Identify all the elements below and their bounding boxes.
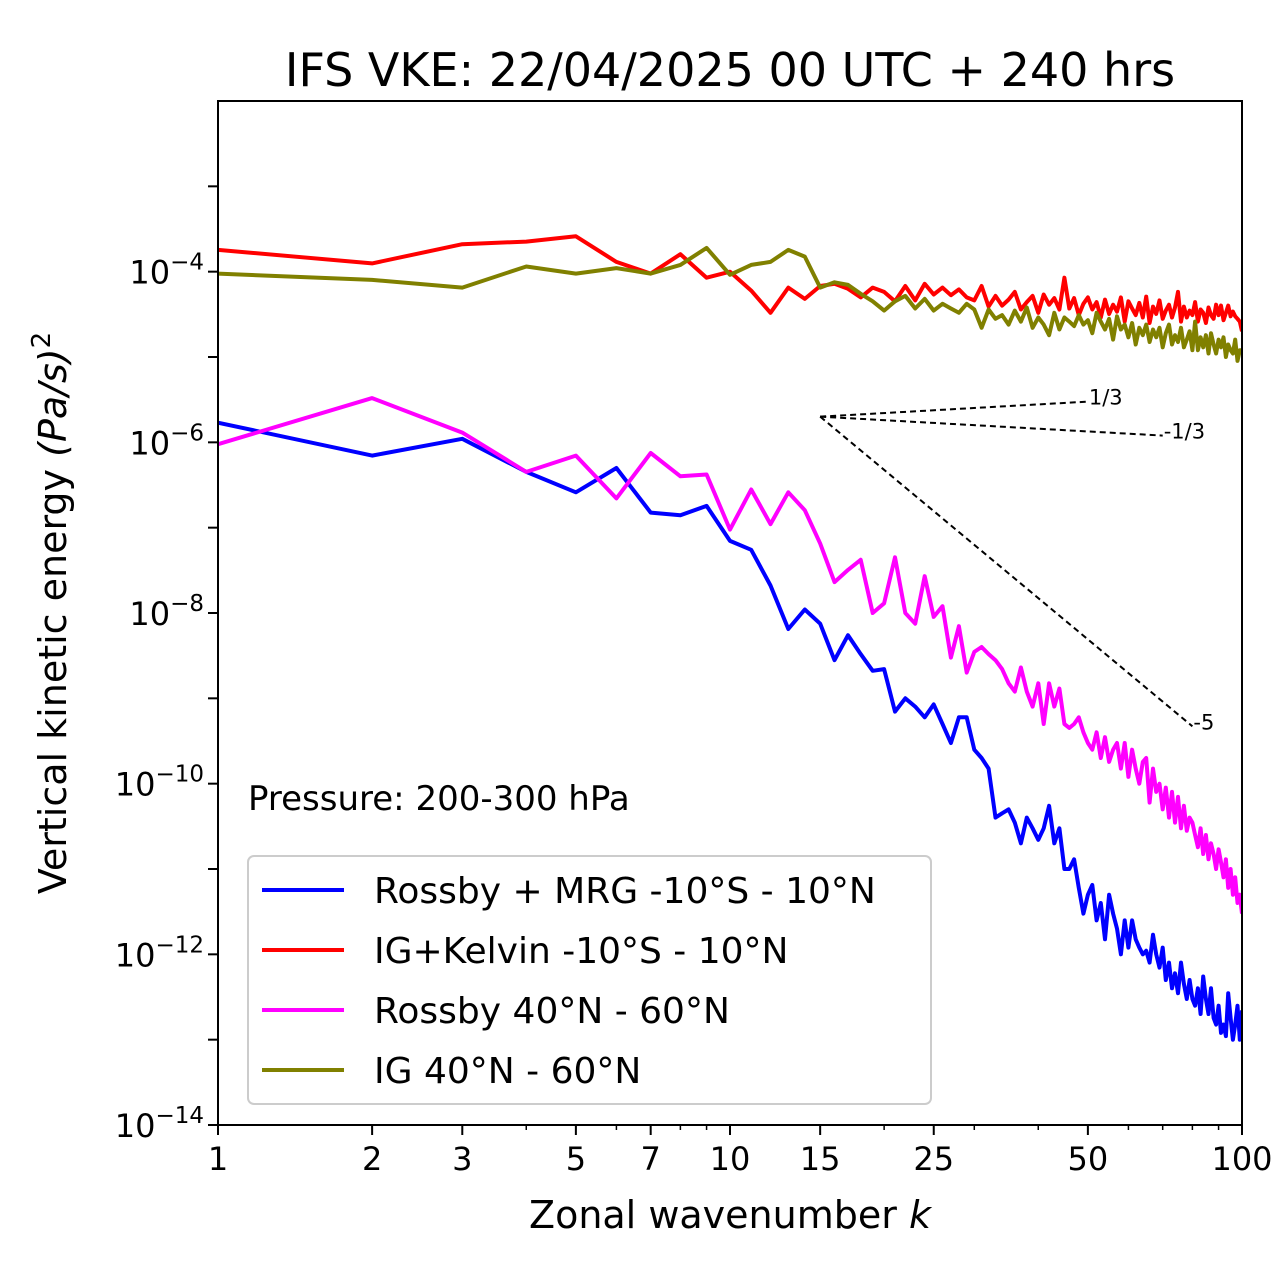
slope-labels: 1/3 -1/3 -5 — [1089, 386, 1214, 735]
reference-slope-line — [820, 415, 1163, 437]
y-tick-base: 10 — [115, 766, 156, 804]
x-axis-label-var: k — [909, 1193, 933, 1237]
y-tick-label: 10−10 — [115, 762, 204, 804]
reference-slope-label: 1/3 — [1089, 386, 1123, 410]
x-axis-label: Zonal wavenumber k — [529, 1193, 933, 1237]
y-tick-power: −8 — [170, 591, 204, 617]
series-group — [218, 234, 1242, 1042]
x-axis-label-text: Zonal wavenumber — [529, 1193, 897, 1237]
series-line-2 — [218, 396, 1242, 914]
x-axis-ticks: 1 2 3 5 7 10 15 25 50 100 — [208, 1125, 1273, 1178]
legend: Rossby + MRG -10°S - 10°N IG+Kelvin -10°S… — [247, 855, 932, 1105]
pressure-annotation: Pressure: 200-300 hPa — [248, 779, 630, 819]
reference-slopes — [819, 400, 1194, 728]
series-line-1 — [218, 234, 1242, 332]
x-tick-label: 25 — [913, 1140, 954, 1178]
y-tick-power: −12 — [155, 932, 204, 958]
y-tick-label: 10−4 — [129, 250, 204, 292]
reference-slope-label: -5 — [1193, 710, 1214, 734]
reference-slope-line — [819, 415, 1194, 728]
y-tick-power: −4 — [170, 250, 204, 276]
y-tick-base: 10 — [115, 936, 156, 974]
y-tick-base: 10 — [115, 1107, 156, 1145]
y-tick-base: 10 — [129, 424, 170, 462]
x-tick-label: 2 — [362, 1140, 382, 1178]
x-tick-label: 10 — [710, 1140, 751, 1178]
y-axis-label: Vertical kinetic energy (Pa/s)2 — [27, 332, 75, 894]
y-tick-label: 10−8 — [129, 591, 204, 633]
chart-title: IFS VKE: 22/04/2025 00 UTC + 240 hrs — [285, 43, 1175, 97]
x-tick-label: 5 — [566, 1140, 586, 1178]
y-tick-label: 10−6 — [129, 420, 204, 462]
legend-label-1: IG+Kelvin -10°S - 10°N — [374, 931, 788, 972]
reference-slope-line — [820, 400, 1088, 418]
legend-label-3: IG 40°N - 60°N — [374, 1051, 641, 1092]
series-line-0 — [218, 420, 1242, 1042]
y-axis-label-text: Vertical kinetic energy — [31, 469, 75, 894]
x-tick-label: 15 — [800, 1140, 841, 1178]
legend-label-0: Rossby + MRG -10°S - 10°N — [374, 871, 876, 912]
legend-box — [247, 855, 932, 1105]
x-tick-label: 3 — [452, 1140, 472, 1178]
y-tick-base: 10 — [129, 254, 170, 292]
y-tick-label: 10−12 — [115, 932, 204, 974]
y-tick-power: −14 — [155, 1103, 204, 1129]
x-tick-label: 50 — [1068, 1140, 1109, 1178]
y-axis-label-unit: (Pa/s) — [31, 348, 75, 456]
y-axis-label-power: 2 — [27, 332, 57, 349]
legend-label-2: Rossby 40°N - 60°N — [374, 991, 730, 1032]
y-tick-power: −10 — [155, 762, 204, 788]
x-tick-label: 7 — [641, 1140, 661, 1178]
y-tick-power: −6 — [170, 420, 204, 446]
x-tick-label: 100 — [1211, 1140, 1272, 1178]
y-tick-base: 10 — [129, 595, 170, 633]
reference-slope-label: -1/3 — [1164, 420, 1205, 444]
x-tick-label: 1 — [208, 1140, 228, 1178]
series-line-3 — [218, 245, 1242, 363]
y-tick-label: 10−14 — [115, 1103, 204, 1145]
